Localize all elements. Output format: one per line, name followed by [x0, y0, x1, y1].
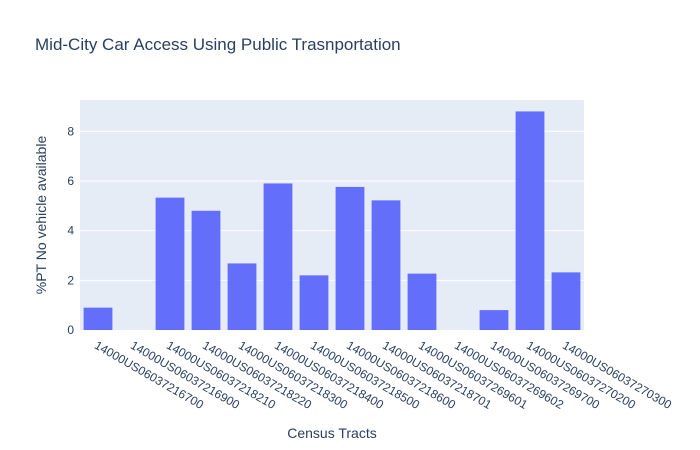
bar-14000US06037218500	[299, 275, 329, 330]
bar-14000US06037216700	[83, 307, 113, 330]
y-tick-label: 4	[67, 224, 74, 238]
bar-14000US06037270300	[551, 272, 581, 330]
bar-14000US06037218400	[263, 183, 293, 330]
bar-14000US06037269700	[479, 310, 509, 330]
y-tick-label: 0	[67, 323, 74, 337]
y-tick-labels: 0 2 4 6 8	[67, 124, 74, 337]
bar-14000US06037218300	[227, 263, 257, 330]
x-axis-title: Census Tracts	[287, 425, 376, 441]
bar-14000US06037218210	[155, 197, 185, 330]
x-tick-labels: 14000US0603721670014000US060372169001400…	[92, 338, 674, 412]
y-tick-label: 8	[67, 124, 74, 138]
bar-14000US06037218600	[335, 186, 365, 330]
bar-14000US06037218220	[191, 210, 221, 330]
y-tick-label: 2	[67, 273, 74, 287]
bar-14000US06037218701	[371, 200, 401, 330]
chart-title: Mid-City Car Access Using Public Trasnpo…	[35, 35, 401, 54]
bars	[83, 111, 581, 331]
bar-14000US06037270200	[515, 111, 545, 331]
y-axis-title: %PT No vehicle available	[33, 136, 49, 295]
y-tick-label: 6	[67, 174, 74, 188]
bar-14000US06037269601	[407, 273, 437, 330]
